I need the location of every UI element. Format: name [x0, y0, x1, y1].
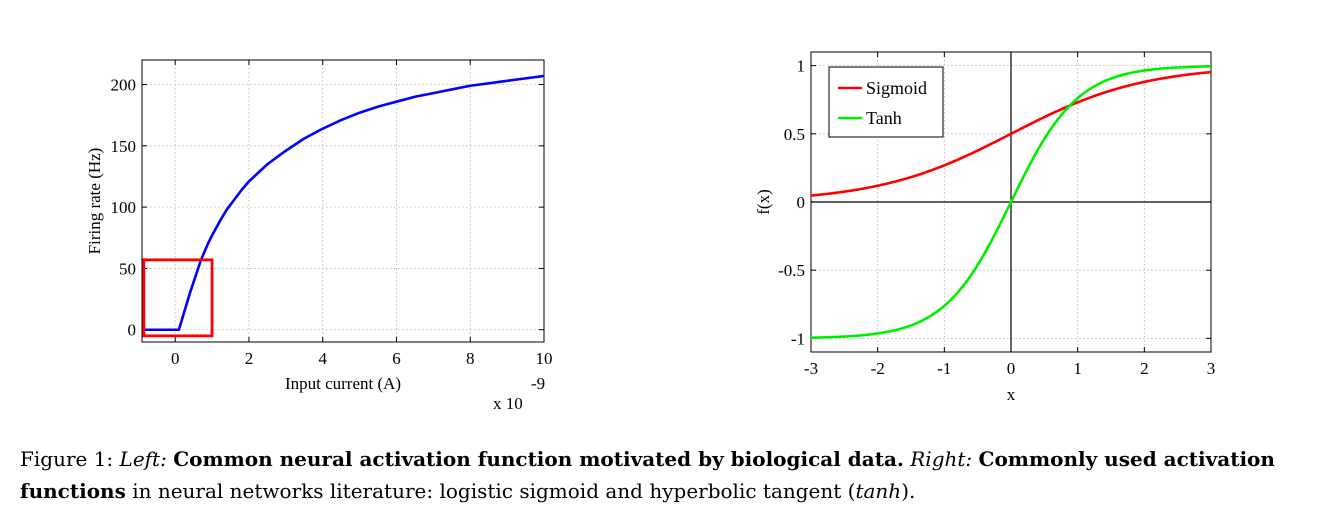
right-y-axis-label: f(x) — [754, 189, 773, 214]
y-tick-label: 200 — [111, 76, 137, 95]
figure-caption: Figure 1: Left: Common neural activation… — [20, 443, 1320, 507]
left-x-exponent: -9 — [531, 374, 545, 393]
y-tick-label: 0 — [797, 193, 806, 212]
y-tick-label: 0.5 — [784, 125, 805, 144]
highlight-rectangle — [142, 258, 214, 338]
legend: Sigmoid Tanh — [828, 66, 944, 138]
left-series — [142, 74, 545, 338]
right-x-axis-label: x — [1007, 385, 1016, 404]
caption-right-label: Right: — [910, 447, 973, 471]
caption-right-bold: Commonly used activation functions — [20, 447, 1275, 503]
series-tanh-line — [810, 65, 1212, 339]
legend-sigmoid-label: Sigmoid — [866, 78, 927, 98]
left-x-multiplier: x 10 — [493, 394, 523, 413]
y-tick-label: 1 — [797, 57, 806, 76]
left-plot-border — [141, 59, 545, 343]
x-tick-label: -3 — [804, 359, 818, 378]
y-tick-label: -0.5 — [778, 261, 805, 280]
x-tick-label: 2 — [1140, 359, 1149, 378]
legend-tanh-label: Tanh — [866, 108, 902, 128]
x-tick-label: -2 — [871, 359, 885, 378]
x-tick-label: 6 — [392, 349, 401, 368]
y-tick-label: 150 — [111, 137, 137, 156]
left-x-axis-label: Input current (A) — [285, 374, 401, 393]
caption-right-rest: in neural networks literature: logistic … — [125, 479, 856, 503]
x-tick-label: 4 — [318, 349, 327, 368]
caption-left-label: Left: — [119, 447, 167, 471]
left-plot-frame — [142, 60, 544, 342]
caption-tanh: tanh — [855, 479, 902, 503]
caption-end: ). — [901, 479, 916, 503]
x-tick-label: 10 — [536, 349, 553, 368]
x-tick-label: 3 — [1207, 359, 1216, 378]
series-sigmoid-line — [810, 70, 1212, 197]
x-tick-label: 8 — [466, 349, 475, 368]
right-series — [810, 65, 1212, 339]
activation-functions-chart: -3 -2 -1 0 1 2 3 -1 -0.5 0 0.5 1 x f(x) Sigmoid Tan… — [754, 51, 1215, 404]
y-tick-label: -1 — [791, 329, 805, 348]
firing-rate-line — [142, 74, 545, 332]
legend-box — [828, 66, 944, 138]
x-tick-label: 1 — [1073, 359, 1082, 378]
y-tick-label: 0 — [128, 321, 137, 340]
caption-left-text: Common neural activation function motiva… — [173, 447, 904, 471]
x-tick-label: 0 — [171, 349, 180, 368]
y-tick-label: 100 — [111, 198, 137, 217]
x-tick-label: -1 — [937, 359, 951, 378]
left-y-axis-label: Firing rate (Hz) — [85, 148, 104, 255]
x-tick-label: 2 — [245, 349, 254, 368]
x-tick-label: 0 — [1007, 359, 1016, 378]
y-tick-label: 50 — [119, 259, 136, 278]
right-ticks: -3 -2 -1 0 1 2 3 -1 -0.5 0 0.5 1 — [778, 52, 1215, 378]
caption-prefix: Figure 1: — [20, 447, 120, 471]
